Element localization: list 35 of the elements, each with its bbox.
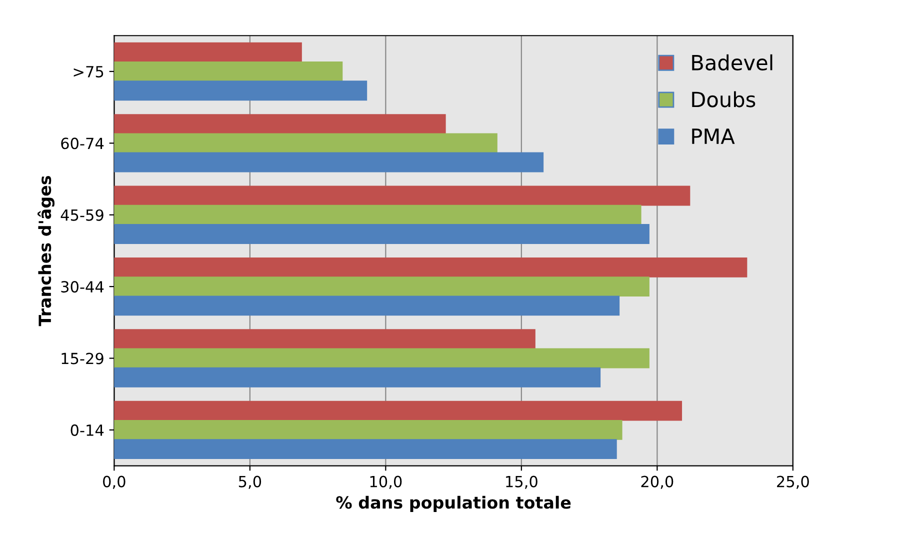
y-tick-label: 0-14: [70, 424, 104, 436]
legend-label: Badevel: [692, 54, 772, 70]
bar: [114, 186, 690, 206]
bar: [114, 80, 368, 101]
x-tick-label: 25,0: [777, 476, 809, 489]
y-tick-label: >75: [74, 66, 104, 78]
bar: [114, 296, 620, 316]
bar: [114, 329, 536, 350]
bar: [114, 367, 601, 388]
y-axis-title: Tranches d'âges: [38, 176, 54, 326]
bar: [114, 204, 642, 225]
x-tick-label: 20,0: [641, 476, 674, 489]
x-tick-label: 0,0: [103, 476, 126, 489]
bar: [114, 348, 650, 368]
bar: [114, 420, 622, 440]
y-tick-label: 30-44: [61, 281, 104, 293]
bar: [114, 61, 343, 82]
y-tick-label: 60-74: [61, 138, 104, 150]
legend-label: Doubs: [692, 91, 756, 108]
x-tick-label: 15,0: [506, 476, 538, 489]
bar: [114, 114, 446, 134]
legend-label: PMA: [692, 128, 735, 144]
x-axis-title: % dans population totale: [336, 496, 571, 512]
bar: [114, 152, 544, 172]
y-tick-label: 15-29: [62, 352, 104, 364]
bar: [114, 224, 650, 244]
y-tick-label: 45-59: [60, 209, 104, 221]
bar: [114, 133, 498, 154]
bar: [114, 439, 617, 460]
bar: [114, 276, 650, 297]
bar: [114, 257, 748, 278]
x-tick-label: 10,0: [370, 476, 402, 489]
x-tick-label: 5,0: [238, 476, 262, 489]
bar: [114, 400, 682, 421]
bar: [114, 42, 302, 62]
